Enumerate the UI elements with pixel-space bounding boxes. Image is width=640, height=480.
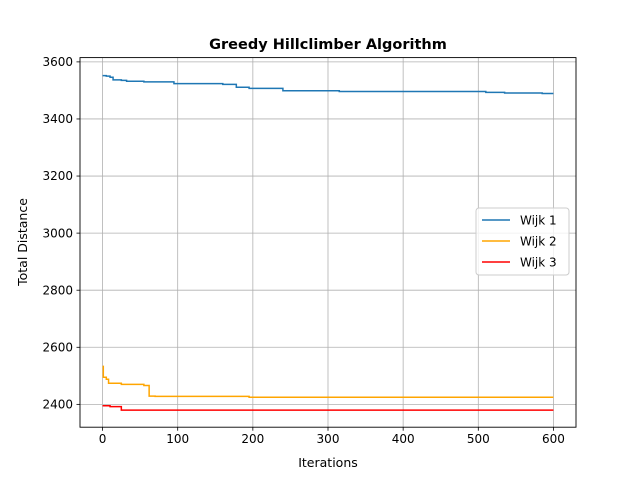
x-tick-label: 100: [166, 432, 189, 446]
x-axis: 0 100 200 300 400 500 600: [99, 427, 565, 446]
y-tick-label: 2400: [42, 398, 73, 412]
legend-box: [475, 207, 570, 276]
x-tick-label: 600: [542, 432, 565, 446]
series-line-1: [102, 74, 554, 95]
series-line-3: [102, 405, 554, 411]
chart-title: Greedy Hillclimber Algorithm: [209, 37, 447, 53]
x-tick-label: 300: [317, 432, 340, 446]
y-tick-label: 3600: [42, 55, 73, 69]
series-line-2: [102, 365, 554, 398]
x-tick-label: 0: [99, 432, 107, 446]
y-axis-label: Total Distance: [15, 198, 30, 287]
y-tick-label: 2600: [42, 340, 73, 354]
y-tick-label: 3400: [42, 112, 73, 126]
legend: Wijk 1 Wijk 2 Wijk 3: [475, 207, 570, 276]
x-tick-label: 200: [241, 432, 264, 446]
y-tick-label: 3200: [42, 169, 73, 183]
x-tick-label: 500: [467, 432, 490, 446]
series-lines: [102, 74, 554, 411]
x-axis-label: Iterations: [298, 455, 358, 470]
legend-label-2: Wijk 2: [520, 234, 557, 248]
y-tick-label: 3000: [42, 226, 73, 240]
legend-label-1: Wijk 1: [520, 213, 557, 227]
y-axis: 2400 2600 2800 3000 3200 3400 3600: [42, 55, 80, 412]
x-tick-label: 400: [392, 432, 415, 446]
legend-label-3: Wijk 3: [520, 255, 557, 269]
y-tick-label: 2800: [42, 283, 73, 297]
